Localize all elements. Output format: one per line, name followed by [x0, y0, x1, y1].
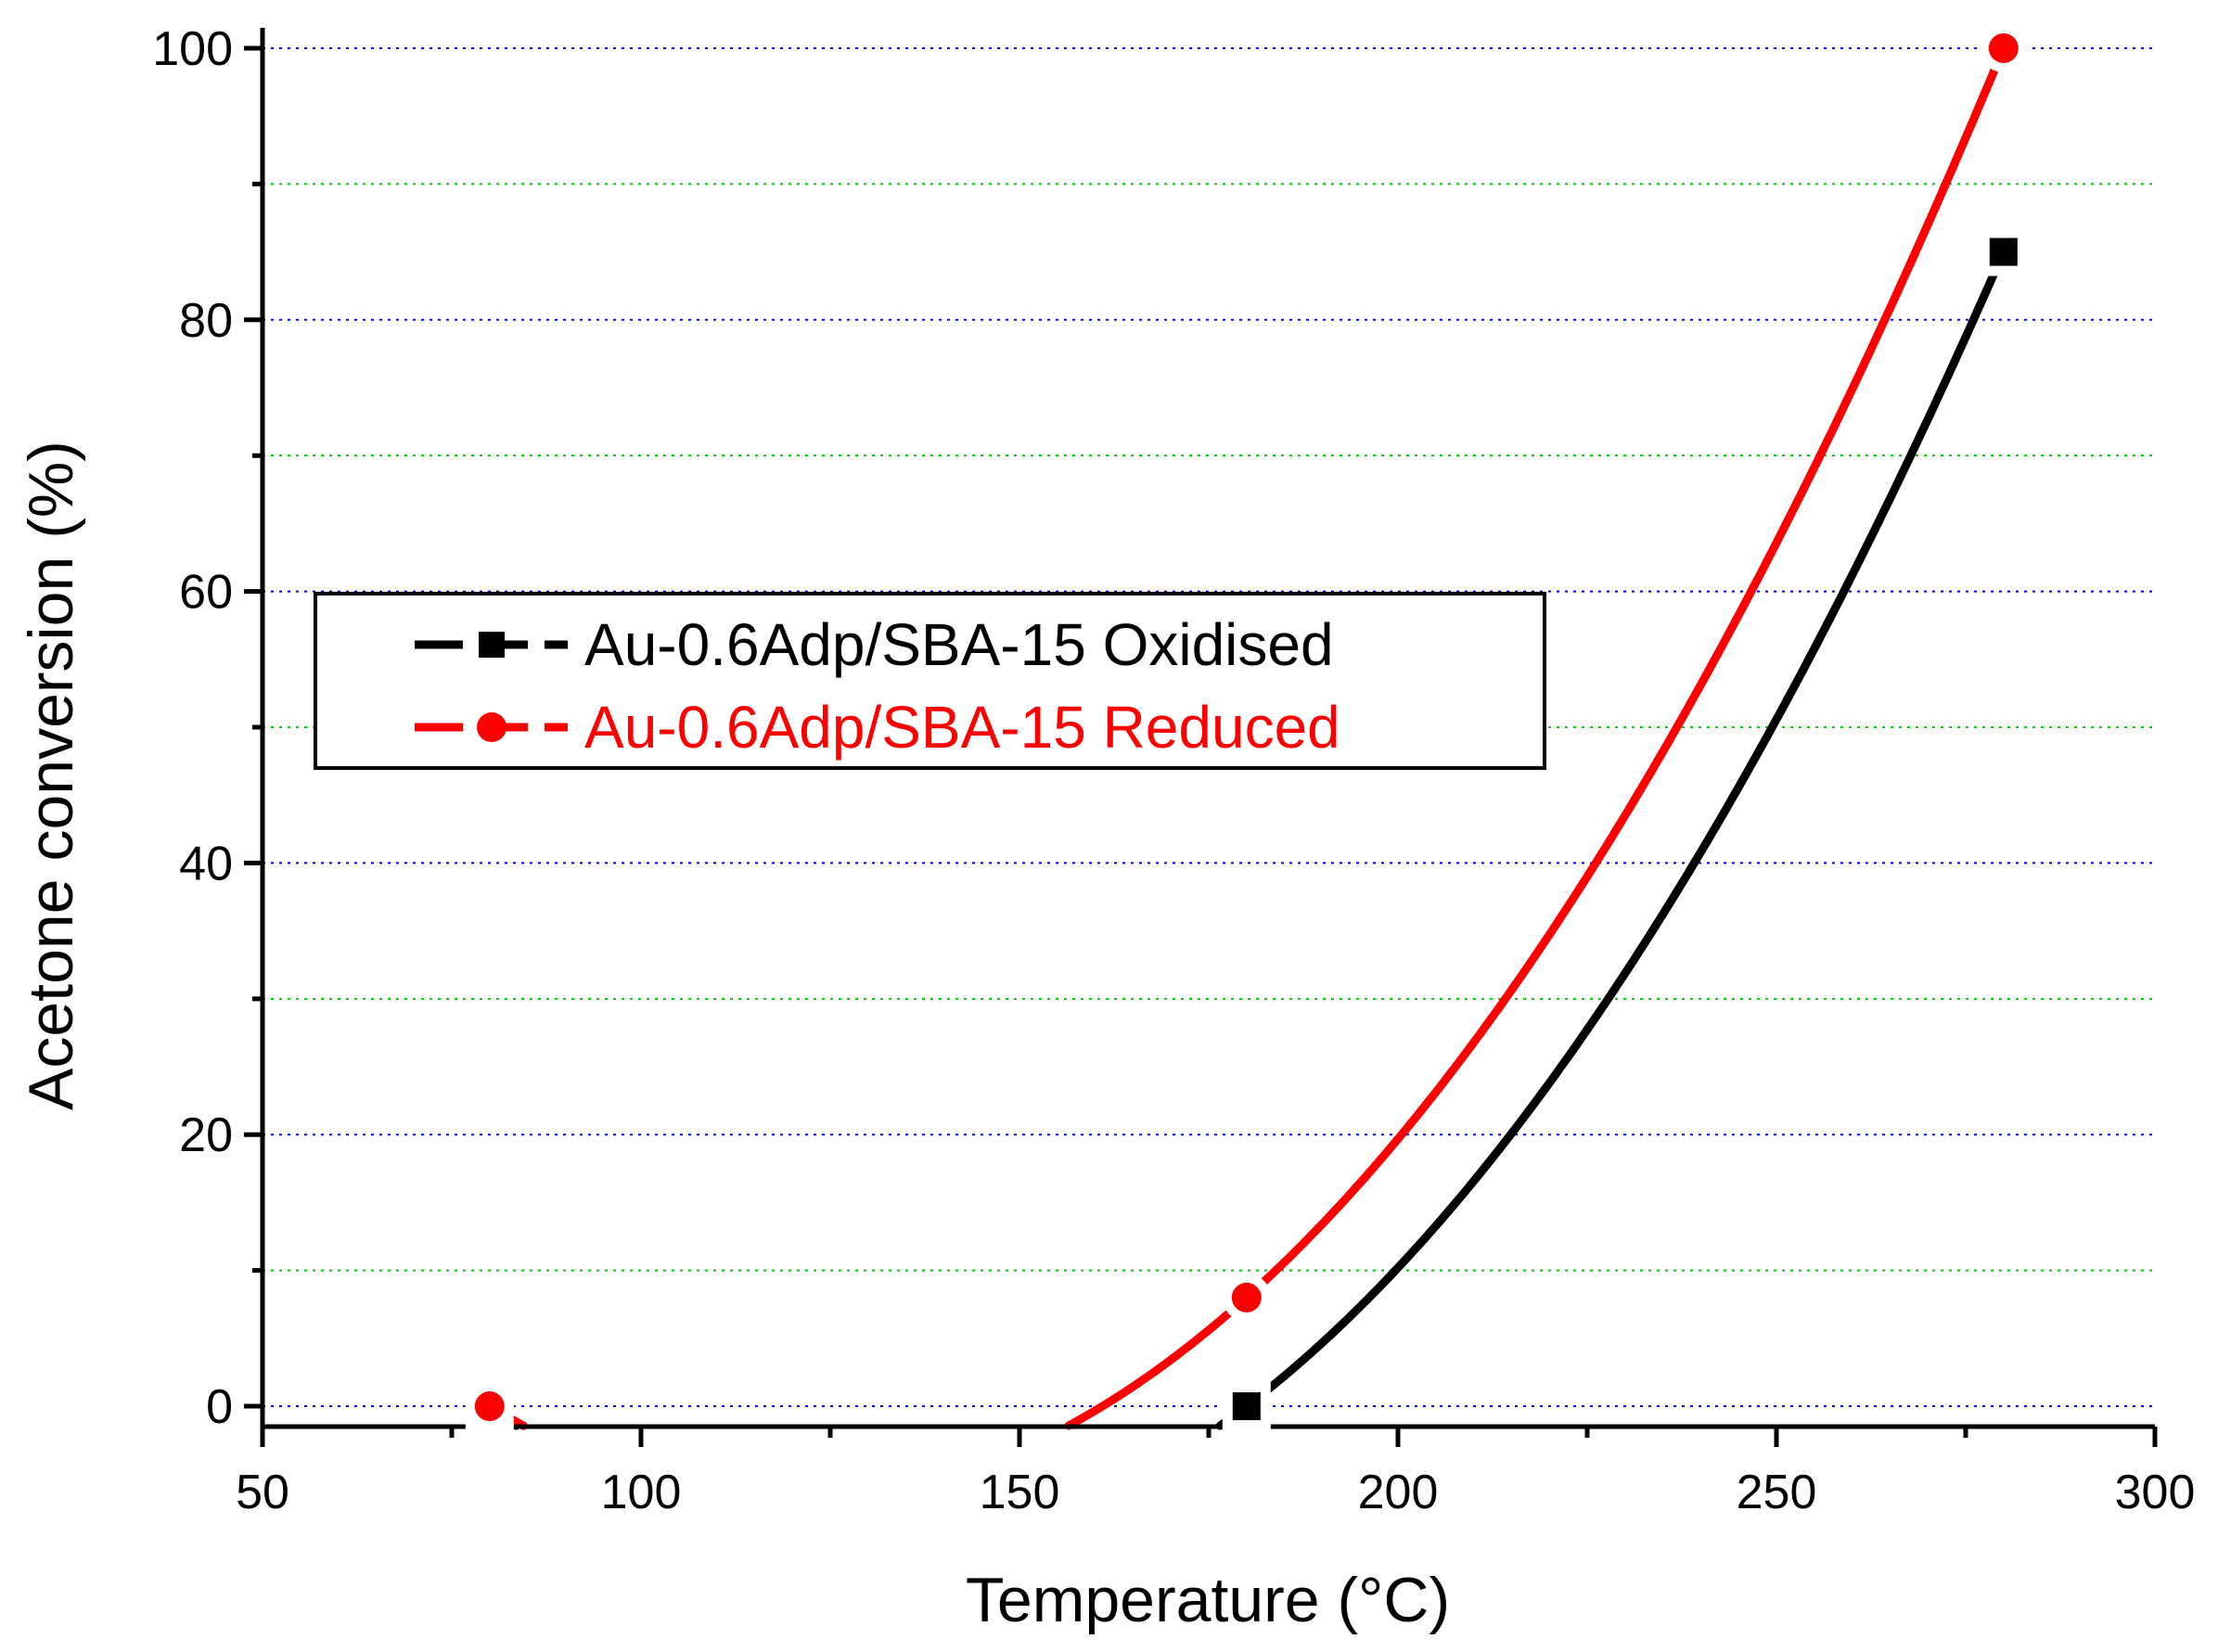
legend-marker-reduced: [477, 712, 506, 742]
x-axis-title: Temperature (°C): [966, 1565, 1450, 1635]
x-tick-label: 200: [1358, 1466, 1439, 1519]
legend-label-oxidised: Au-0.6Adp/SBA-15 Oxidised: [584, 611, 1334, 678]
axis-ticks: 0 20 40 60 80 100 50 100 150 200 250 300: [152, 22, 2195, 1519]
y-tick-label: 60: [179, 566, 233, 620]
y-tick-label: 40: [179, 837, 233, 890]
data-markers: [465, 23, 2028, 1431]
fit-curve-oxidised: [1215, 248, 2008, 1430]
legend: Au-0.6Adp/SBA-15 Oxidised Au-0.6Adp/SBA-…: [314, 592, 1546, 770]
data-point-reduced: [1231, 1282, 1262, 1313]
legend-label-reduced: Au-0.6Adp/SBA-15 Reduced: [584, 694, 1340, 761]
y-tick-label: 100: [152, 22, 233, 76]
x-tick-label: 150: [980, 1466, 1060, 1519]
y-axis-title: Acetone conversion (%): [16, 441, 86, 1110]
y-tick-label: 20: [179, 1108, 233, 1162]
x-tick-label: 100: [601, 1466, 682, 1519]
x-tick-label: 50: [236, 1466, 289, 1519]
y-tick-label: 0: [206, 1380, 233, 1434]
legend-entry-oxidised: Au-0.6Adp/SBA-15 Oxidised: [415, 611, 1334, 678]
fit-curve-reduced: [1064, 44, 2008, 1430]
x-tick-label: 300: [2115, 1466, 2196, 1519]
data-point-oxidised: [1989, 237, 2018, 266]
legend-box: [314, 592, 1546, 770]
legend-entry-reduced: Au-0.6Adp/SBA-15 Reduced: [415, 694, 1340, 761]
legend-marker-oxidised: [479, 632, 505, 658]
data-point-oxidised: [1232, 1392, 1261, 1421]
y-tick-label: 80: [179, 294, 233, 348]
x-tick-label: 250: [1737, 1466, 1817, 1519]
data-point-reduced: [474, 1391, 505, 1422]
data-point-reduced: [1988, 32, 2019, 63]
